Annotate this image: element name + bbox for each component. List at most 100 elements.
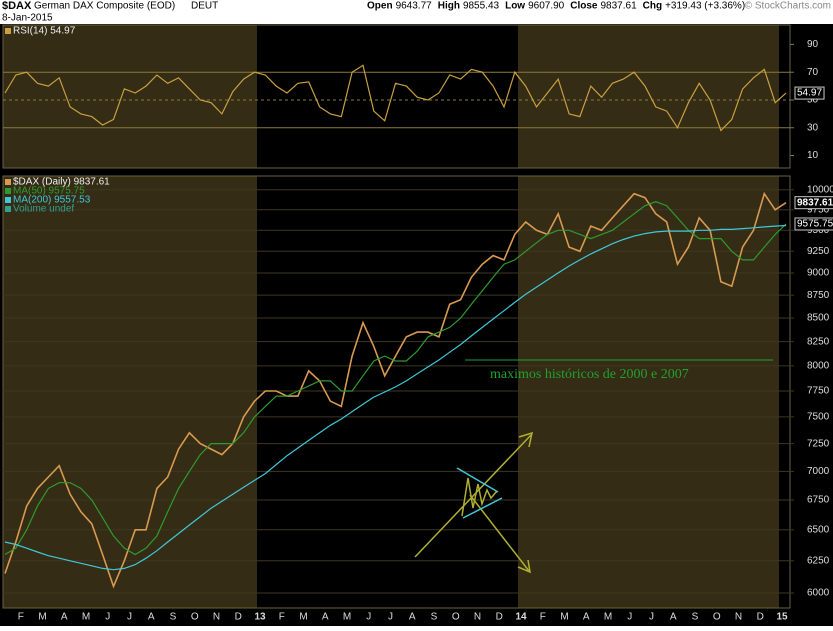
x-tick-label: J xyxy=(105,612,110,623)
x-tick-label: 14 xyxy=(515,612,527,623)
x-tick-label: A xyxy=(670,612,677,623)
legend-label: MA(200) 9557.53 xyxy=(13,195,91,206)
y-tick-label: 7250 xyxy=(807,438,830,449)
last-value-box xyxy=(794,86,825,100)
x-tick-label: S xyxy=(431,612,438,623)
legend-swatch xyxy=(5,188,11,194)
quote-value: 9855.43 xyxy=(463,1,500,12)
quote-value: 9643.77 xyxy=(396,1,433,12)
year-band xyxy=(518,25,779,168)
x-tick-label: M xyxy=(343,612,351,623)
y-tick-label: 6750 xyxy=(807,495,830,506)
y-tick-label: 8750 xyxy=(807,290,830,301)
name: German DAX Composite (EOD) xyxy=(34,1,175,12)
x-tick-label: J xyxy=(627,612,632,623)
x-tick-label: 15 xyxy=(776,612,788,623)
symbol: $DAX xyxy=(2,0,32,12)
x-tick-label: F xyxy=(279,612,285,623)
x-tick-label: J xyxy=(366,612,371,623)
x-tick-label: M xyxy=(82,612,90,623)
quote-label: Chg xyxy=(643,1,662,12)
x-tick-label: M xyxy=(604,612,612,623)
last-value-box xyxy=(794,196,833,210)
legend-label: RSI(14) 54.97 xyxy=(13,26,76,37)
legend-swatch xyxy=(5,28,11,34)
panel-frame xyxy=(2,175,791,609)
y-tick-label: 9000 xyxy=(807,268,830,279)
x-tick-label: N xyxy=(474,612,481,623)
year-bands xyxy=(2,24,791,609)
legend-label: $DAX (Daily) 9837.61 xyxy=(13,177,110,188)
legend-swatch xyxy=(5,197,11,203)
last-value-label: 9837.61 xyxy=(797,197,833,208)
x-tick-label: A xyxy=(583,612,590,623)
series-line xyxy=(4,64,787,132)
quote-value: 9837.61 xyxy=(600,1,637,12)
y-tick-label: 7000 xyxy=(807,466,830,477)
plot-layer: 10 30 50 70 90 RSI(14) 54.97 54.97 6000 6250 6500… xyxy=(3,26,833,623)
y-tick-label: 10 xyxy=(807,150,819,161)
x-tick-label: F xyxy=(540,612,546,623)
x-tick-label: J xyxy=(127,612,132,623)
x-tick-label: F xyxy=(18,612,24,623)
x-tick-label: O xyxy=(452,612,460,623)
y-tick-label: 8500 xyxy=(807,313,830,324)
exchange: DEUT xyxy=(191,1,218,12)
y-tick-label: 8250 xyxy=(807,336,830,347)
legend-swatch xyxy=(5,206,11,212)
year-band xyxy=(3,25,257,168)
x-tick-label: A xyxy=(148,612,155,623)
year-band xyxy=(518,176,779,608)
x-tick-label: N xyxy=(735,612,742,623)
y-tick-label: 7750 xyxy=(807,386,830,397)
quote-label: Low xyxy=(505,1,525,12)
x-tick-label: J xyxy=(649,612,654,623)
quote-value: +319.43 (+3.36%) xyxy=(665,1,745,12)
y-tick-label: 6000 xyxy=(807,588,830,599)
triangle-pattern xyxy=(456,467,503,519)
series-line xyxy=(4,224,787,571)
date: 8-Jan-2015 xyxy=(2,13,53,24)
annotation-arrows xyxy=(414,431,534,574)
quote: Open 9643.77 High 9855.43 Low 9607.90 Close 983… xyxy=(367,1,745,12)
x-tick-label: M xyxy=(38,612,46,623)
x-tick-label: A xyxy=(409,612,416,623)
x-tick-label: D xyxy=(235,612,242,623)
x-tick-label: A xyxy=(61,612,68,623)
credit: © StockCharts.com xyxy=(745,1,831,12)
series-line xyxy=(4,191,787,589)
y-tick-label: 10000 xyxy=(807,184,833,195)
y-tick-label: 6500 xyxy=(807,524,830,535)
last-value-label: 54.97 xyxy=(797,88,822,99)
last-value-label: 9575.75 xyxy=(797,219,833,230)
x-tick-label: N xyxy=(213,612,220,623)
quote-label: Open xyxy=(367,1,393,12)
y-tick-label: 30 xyxy=(807,122,819,133)
quote-value: 9607.90 xyxy=(528,1,565,12)
x-tick-label: S xyxy=(170,612,177,623)
y-tick-label: 90 xyxy=(807,39,819,50)
quote-label: Close xyxy=(570,1,598,12)
y-tick-label: 8000 xyxy=(807,361,830,372)
legend-label: Volume undef xyxy=(13,204,74,215)
x-tick-label: D xyxy=(496,612,503,623)
x-tick-label: O xyxy=(191,612,199,623)
x-tick-label: M xyxy=(299,612,307,623)
x-tick-label: 13 xyxy=(254,612,266,623)
y-tick-label: 70 xyxy=(807,67,819,78)
x-tick-label: S xyxy=(692,612,699,623)
x-tick-label: J xyxy=(388,612,393,623)
y-tick-label: 6250 xyxy=(807,555,830,566)
y-tick-label: 9750 xyxy=(807,204,830,215)
y-tick-label: 9250 xyxy=(807,246,830,257)
series-line xyxy=(4,201,787,556)
panel-frame xyxy=(2,24,791,169)
last-value-box xyxy=(794,217,833,231)
annotation-text: maximos históricos de 2000 e 2007 xyxy=(490,367,689,382)
x-tick-label: O xyxy=(713,612,721,623)
quote-label: High xyxy=(438,1,460,12)
x-tick-label: A xyxy=(322,612,329,623)
legend-label: MA(50) 9575.75 xyxy=(13,186,85,197)
